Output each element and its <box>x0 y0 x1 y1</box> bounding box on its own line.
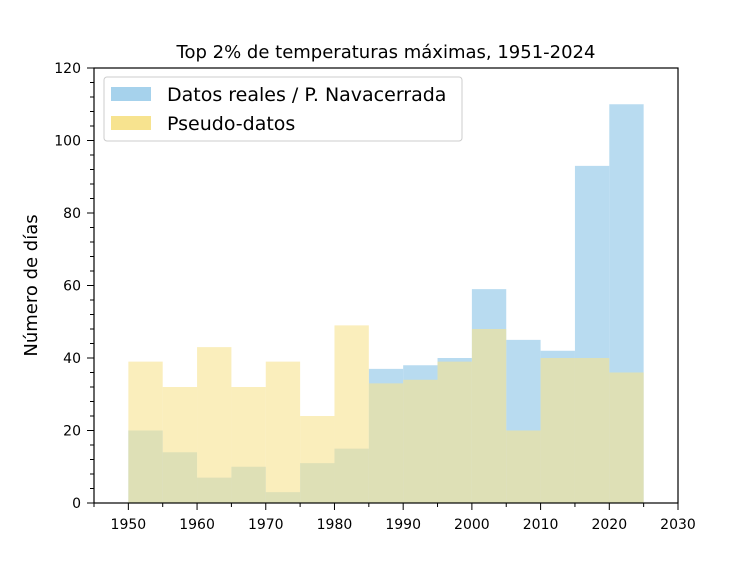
bar-pseudo-2005 <box>506 430 541 503</box>
series-pseudo-bars <box>128 325 644 503</box>
bar-pseudo-2010 <box>540 358 575 503</box>
x-tick-label-2020: 2020 <box>591 517 627 533</box>
bar-pseudo-1970 <box>265 361 301 503</box>
y-tick-label-120: 120 <box>54 61 81 77</box>
bar-pseudo-1950 <box>128 361 163 503</box>
y-tick-label-100: 100 <box>54 134 81 150</box>
x-tick-label-1950: 1950 <box>111 517 147 533</box>
bar-pseudo-2015 <box>574 358 610 503</box>
x-tick-label-2000: 2000 <box>454 517 490 533</box>
x-tick-label-1960: 1960 <box>179 517 215 533</box>
legend: Datos reales / P. Navacerrada Pseudo-dat… <box>103 76 463 142</box>
bar-pseudo-1990 <box>403 379 438 503</box>
x-tick-label-1990: 1990 <box>385 517 421 533</box>
y-tick-label-40: 40 <box>63 351 81 367</box>
bar-pseudo-2000 <box>471 329 507 503</box>
x-tick-label-1970: 1970 <box>248 517 284 533</box>
x-tick-label-1980: 1980 <box>317 517 353 533</box>
legend-swatch-real <box>111 87 151 101</box>
bar-pseudo-1985 <box>368 383 404 503</box>
bar-pseudo-2020 <box>609 372 644 503</box>
chart-title: Top 2% de temperaturas máximas, 1951-202… <box>176 42 596 63</box>
bar-pseudo-1960 <box>197 347 232 503</box>
x-tick-label-2030: 2030 <box>660 517 696 533</box>
legend-label-pseudo: Pseudo-datos <box>167 113 295 135</box>
y-tick-label-80: 80 <box>63 206 81 222</box>
bar-pseudo-1965 <box>231 387 266 503</box>
y-tick-label-20: 20 <box>63 424 81 440</box>
legend-box <box>103 76 463 142</box>
bar-pseudo-1995 <box>437 361 472 503</box>
y-axis-title: Número de días <box>21 214 42 356</box>
bar-pseudo-1975 <box>300 416 335 503</box>
legend-swatch-pseudo <box>111 116 151 130</box>
bar-pseudo-1955 <box>162 387 198 503</box>
y-axis: 0 20 40 60 80 100 120 <box>54 61 94 512</box>
x-axis: 1950 1960 1970 1980 1990 2000 2010 2020 2030 <box>93 503 696 533</box>
y-tick-label-0: 0 <box>72 496 81 512</box>
y-tick-label-60: 60 <box>63 279 81 295</box>
bar-pseudo-1980 <box>334 325 369 503</box>
x-tick-label-2010: 2010 <box>523 517 559 533</box>
legend-label-real: Datos reales / P. Navacerrada <box>167 84 446 106</box>
